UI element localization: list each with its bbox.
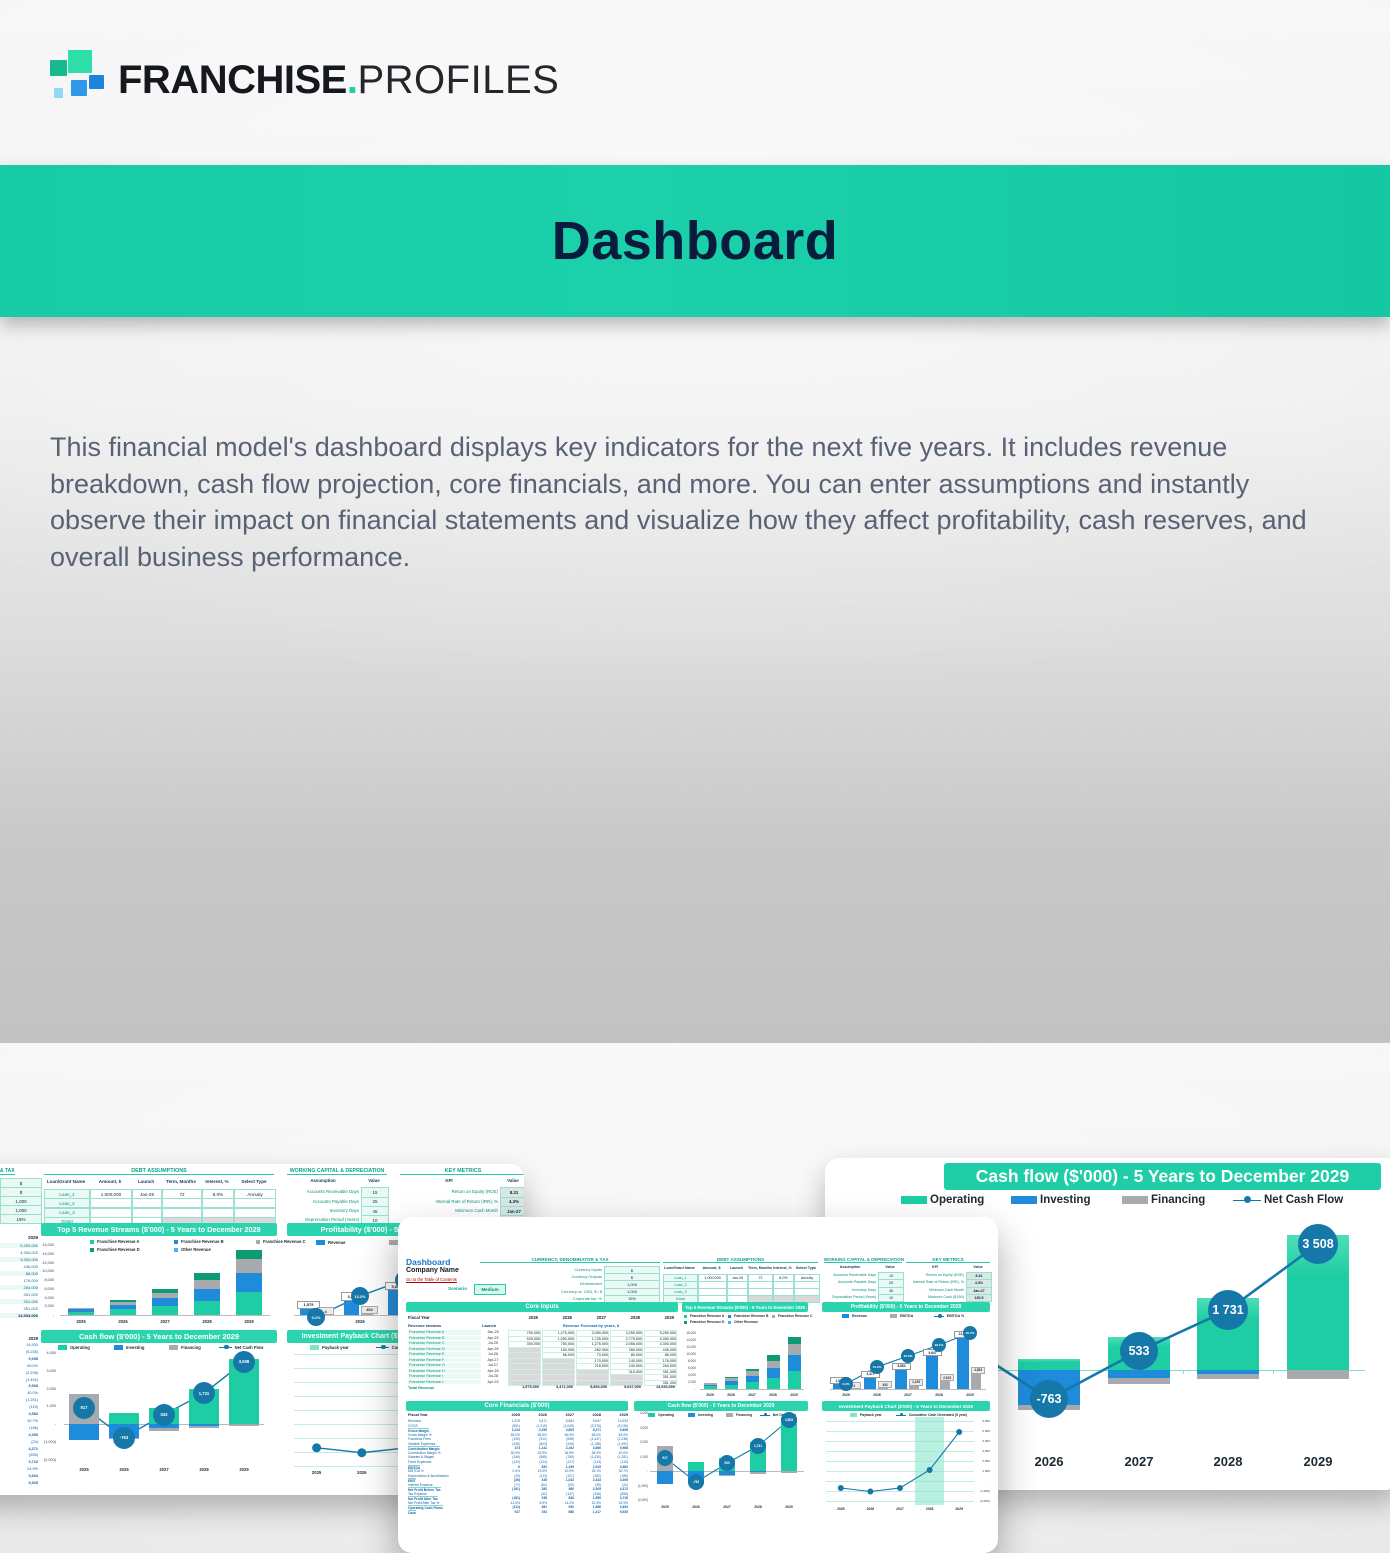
net-value-bubble: 0.2% (839, 1377, 853, 1391)
page-title: Dashboard (551, 211, 839, 271)
net-value-bubble: 1,731 (750, 1437, 766, 1454)
net-value-bubble: 13.2% (351, 1287, 369, 1305)
x-axis-year-label: 2025 (311, 1470, 322, 1475)
net-value-bubble: 3,508 (781, 1412, 797, 1429)
x-axis-year-label: 2028 (925, 1507, 934, 1511)
net-value-bubble: -763 (113, 1426, 135, 1449)
net-value-bubble: 917 (73, 1396, 95, 1419)
net-value-bubble: 13.2% (870, 1360, 884, 1374)
logo-square-blue (89, 75, 104, 89)
logo-text-franchise: FRANCHISE (118, 58, 347, 102)
middle-dashboard-screenshot: Dashboard Company Name Go to the Table o… (398, 1217, 998, 1553)
logo-square-green (50, 60, 67, 76)
x-axis-year-label: 2026 (866, 1507, 875, 1511)
x-axis-year-label: 2027 (1124, 1454, 1154, 1469)
logo-square-lightblue (54, 88, 63, 98)
net-value-bubble: 533 (153, 1403, 175, 1426)
x-axis-year-label: 2027 (896, 1507, 904, 1511)
net-value-bubble: 20.5% (901, 1349, 915, 1363)
banner: Dashboard (0, 165, 1390, 317)
x-axis-year-label: 2028 (1213, 1454, 1243, 1469)
net-value-bubble: -763 (1030, 1380, 1068, 1418)
brand-logo: FRANCHISE.PROFILES (118, 58, 559, 103)
description-text: This financial model's dashboard display… (50, 432, 1307, 572)
chart-line-svg (837, 1429, 963, 1495)
net-value-bubble: 0.2% (307, 1308, 325, 1326)
logo-square-blue-2 (71, 80, 87, 96)
x-axis-year-label: 2026 (357, 1470, 367, 1475)
net-value-bubble: -763 (688, 1474, 704, 1491)
x-axis-year-label: 2025 (837, 1507, 845, 1511)
net-value-bubble: 26.1% (932, 1338, 946, 1352)
logo-square-mint (68, 50, 92, 73)
logo-dot: . (346, 58, 358, 102)
logo-text-profiles: PROFILES (357, 58, 560, 102)
net-value-bubble: 30.7% (963, 1326, 977, 1340)
net-value-bubble: 3,508 (233, 1350, 255, 1373)
top-header: FRANCHISE.PROFILES (48, 48, 568, 126)
net-value-bubble: 1 731 (1208, 1290, 1248, 1330)
net-value-bubble: 917 (657, 1449, 673, 1466)
screenshots-section: & TAX $ $1,000 1,000 15% DEBT ASSUMPTIONS Loan… (0, 560, 1390, 1553)
net-value-bubble: 533 (1120, 1332, 1158, 1370)
x-axis-year-label: 2029 (1303, 1454, 1333, 1469)
net-value-bubble: 3 508 (1298, 1224, 1338, 1264)
x-axis-year-label: 2026 (1034, 1454, 1064, 1469)
x-axis-year-label: 2029 (955, 1507, 963, 1511)
